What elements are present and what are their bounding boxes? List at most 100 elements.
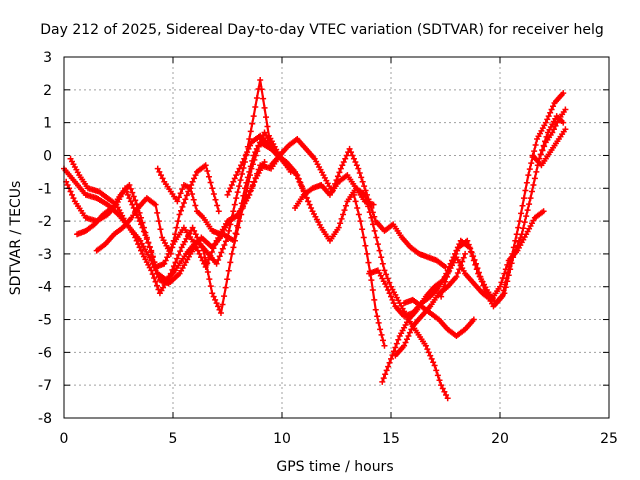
data-point <box>424 346 431 353</box>
series-arc-5 <box>93 162 222 257</box>
data-point <box>241 155 248 162</box>
data-point <box>336 169 343 176</box>
data-point <box>370 221 377 228</box>
data-point <box>205 173 212 180</box>
data-point <box>202 162 209 169</box>
x-tick-label: 5 <box>169 431 178 447</box>
data-point <box>210 245 217 252</box>
data-point <box>518 231 525 238</box>
data-point <box>209 290 216 297</box>
data-point <box>388 293 394 300</box>
data-point <box>382 371 389 378</box>
data-point <box>154 209 161 216</box>
data-point <box>213 300 220 307</box>
data-point <box>381 267 388 274</box>
data-point <box>206 276 213 283</box>
data-point <box>334 173 341 180</box>
series-arc-9 <box>292 172 377 211</box>
data-point <box>438 293 445 300</box>
y-tick-label: -2 <box>38 214 52 230</box>
data-point <box>355 211 362 218</box>
data-point <box>532 142 539 149</box>
data-point <box>162 257 169 264</box>
data-point <box>192 172 199 179</box>
data-point <box>436 377 443 384</box>
data-point <box>516 218 523 225</box>
data-point <box>473 260 480 267</box>
data-point <box>406 329 413 336</box>
data-point <box>233 195 240 202</box>
data-point <box>245 191 252 198</box>
y-tick-label: -3 <box>38 247 52 263</box>
data-point <box>138 214 145 221</box>
data-point <box>499 293 506 300</box>
data-point <box>526 201 533 208</box>
data-point <box>249 120 256 127</box>
data-point <box>180 200 187 207</box>
data-point <box>355 165 362 172</box>
data-point <box>264 123 271 130</box>
data-point <box>217 309 224 316</box>
data-point <box>148 249 155 256</box>
data-point <box>359 226 366 233</box>
data-point <box>239 171 246 178</box>
data-point <box>380 375 387 382</box>
data-point <box>451 254 458 261</box>
data-point <box>247 142 254 149</box>
data-point <box>512 237 519 244</box>
data-point <box>227 185 234 192</box>
data-point <box>242 152 249 159</box>
data-point <box>250 113 257 120</box>
data-point <box>189 178 196 185</box>
data-point <box>192 231 199 238</box>
data-point <box>143 234 150 241</box>
data-point <box>378 254 385 261</box>
data-point <box>230 208 237 215</box>
data-point <box>431 362 438 369</box>
data-point <box>130 193 137 200</box>
data-point <box>507 257 514 264</box>
y-tick-label: -8 <box>38 411 52 427</box>
data-point <box>191 175 198 182</box>
data-point <box>560 119 567 126</box>
data-point <box>376 247 383 254</box>
data-point <box>539 147 546 154</box>
data-point <box>503 275 510 282</box>
data-point <box>247 188 254 195</box>
data-point <box>233 172 240 179</box>
data-point <box>130 231 137 238</box>
data-point <box>182 196 189 203</box>
data-point <box>449 257 456 264</box>
data-point <box>179 203 186 210</box>
data-point <box>467 245 474 252</box>
data-point <box>402 339 409 346</box>
data-point <box>550 126 557 133</box>
data-point <box>386 359 393 366</box>
data-point <box>464 237 471 244</box>
data-point <box>427 352 434 359</box>
data-point <box>372 306 379 313</box>
data-point <box>471 256 478 263</box>
data-point <box>126 181 133 188</box>
data-point <box>339 162 346 169</box>
data-point <box>157 226 164 233</box>
data-point <box>249 181 256 188</box>
data-point <box>231 175 238 182</box>
data-point <box>202 264 209 271</box>
data-point <box>368 277 375 284</box>
data-point <box>235 224 242 231</box>
data-point <box>448 260 455 267</box>
data-point <box>434 372 441 379</box>
data-point <box>392 344 399 351</box>
data-point <box>299 185 306 192</box>
data-point <box>470 316 477 323</box>
data-point <box>258 86 265 93</box>
data-point <box>401 342 408 349</box>
data-point <box>384 275 391 282</box>
data-point <box>433 367 440 374</box>
data-point <box>230 178 237 185</box>
data-point <box>381 342 388 349</box>
data-point <box>520 195 527 202</box>
data-point <box>139 219 146 226</box>
data-point <box>208 249 215 256</box>
